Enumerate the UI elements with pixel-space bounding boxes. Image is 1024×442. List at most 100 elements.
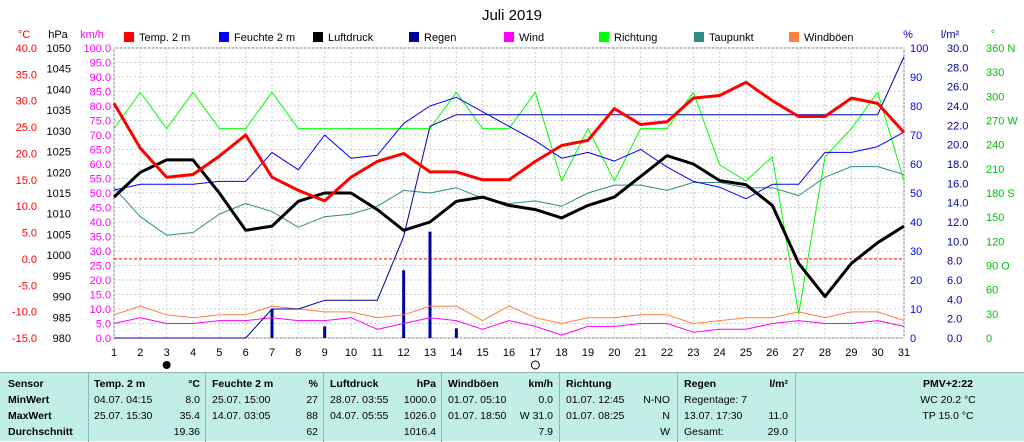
x-tick: 8 [295, 347, 301, 359]
pressure-tick: 1010 [47, 209, 71, 221]
rain-tick: 4.0 [947, 294, 962, 306]
legend-item: Regen [409, 32, 456, 44]
pmv-title: PMV+2:22 [923, 378, 973, 390]
x-tick: 2 [137, 347, 143, 359]
pressure-tick: 980 [53, 333, 71, 345]
rain-tick: 24.0 [947, 101, 968, 113]
pressure-tick: 1050 [47, 43, 71, 55]
x-tick: 16 [503, 347, 515, 359]
summary-temp-title: Temp. 2 m [94, 378, 146, 390]
weather-chart: Juli 2019 40.035.030.025.020.015.010.05.… [11, 7, 1019, 370]
summary-pmv-col: PMV+2:22 WC 20.2 °C TP 15.0 °C [880, 376, 1016, 440]
rain-total-label: Gesamt: [684, 426, 724, 438]
humidity-tick: 10 [910, 304, 922, 316]
legend-item: Windböen [789, 32, 854, 44]
direction-tick: 60 [986, 285, 998, 297]
legend-item: Luftdruck [313, 32, 374, 44]
x-tick: 15 [477, 347, 489, 359]
series-richtung [113, 91, 905, 315]
legend-label: Taupunkt [709, 32, 754, 44]
x-tick: 12 [398, 347, 410, 359]
x-tick: 26 [766, 347, 778, 359]
pressure-tick: 990 [53, 292, 71, 304]
summary-dir-col: Richtung 01.07. 12:45 N-NO 01.07. 08:25 N … [566, 376, 670, 440]
axis-unit: l/m² [941, 29, 960, 41]
dir-max-time: 01.07. 08:25 [566, 410, 625, 422]
summary-avg-label: Durchschnitt [8, 426, 73, 438]
rain-tick: 2.0 [947, 314, 962, 326]
direction-tick: 180 S [986, 188, 1015, 200]
rain-tick: 8.0 [947, 256, 962, 268]
rain-tick: 14.0 [947, 198, 968, 210]
humidity-tick: 0 [910, 333, 916, 345]
series-wind [113, 317, 905, 336]
humidity-tick: 30 [910, 246, 922, 258]
pressure-tick: 1035 [47, 105, 71, 117]
direction-tick: 90 O [986, 261, 1010, 273]
x-tick: 11 [372, 347, 383, 359]
rain-days: Regentage: 7 [684, 394, 748, 406]
humidity-tick: 40 [910, 217, 922, 229]
summary-hum-title: Feuchte 2 m [212, 378, 274, 390]
pmv-tp: TP 15.0 °C [922, 410, 974, 422]
series-regen [114, 56, 905, 339]
x-tick: 3 [164, 347, 170, 359]
full-moon-icon [162, 361, 171, 369]
temp-max: 35.4 [179, 410, 200, 422]
rain-tick: 18.0 [947, 159, 968, 171]
legend-swatch [599, 32, 609, 42]
x-tick: 1 [111, 347, 117, 359]
temp-tick: 20.0 [16, 148, 37, 160]
series-temp-2-m [112, 80, 906, 203]
temp-max-time: 25.07. 15:30 [94, 410, 153, 422]
rain-bar [454, 328, 458, 338]
wind-tick: 100.0 [83, 43, 111, 55]
summary-temp-unit: °C [188, 378, 200, 390]
temp-min: 8.0 [185, 394, 200, 406]
x-tick: 9 [322, 347, 328, 359]
x-tick: 29 [845, 347, 857, 359]
temp-tick: 25.0 [16, 122, 37, 134]
x-tick: 5 [216, 347, 222, 359]
summary-panel: Sensor MinWert MaxWert Durchschnitt Temp… [0, 372, 1024, 442]
humidity-tick: 50 [910, 188, 922, 200]
pressure-tick: 1045 [47, 64, 71, 76]
temp-tick: 10.0 [16, 201, 37, 213]
axis-unit: km/h [80, 29, 104, 41]
temp-tick: -5.0 [18, 280, 37, 292]
pressure-tick: 985 [53, 312, 71, 324]
rain-bar [428, 231, 432, 338]
direction-tick: 150 [986, 212, 1004, 224]
humidity-tick: 70 [910, 130, 922, 142]
pressure-tick: 1025 [47, 147, 71, 159]
series-windböen [113, 305, 905, 324]
wind-tick: 60.0 [90, 159, 111, 171]
axis-unit: °C [18, 29, 30, 41]
x-tick: 24 [714, 347, 726, 359]
rain-tick: 26.0 [947, 82, 968, 94]
press-max-time: 04.07. 05:55 [330, 410, 389, 422]
summary-gust-title: Windböen [448, 378, 499, 390]
summary-min-label: MinWert [8, 394, 50, 406]
pressure-tick: 1000 [47, 250, 71, 262]
wind-tick: 10.0 [90, 304, 111, 316]
legend-item: Taupunkt [694, 32, 754, 44]
axis-unit: ° [991, 29, 995, 41]
legend-swatch [219, 32, 229, 42]
temp-tick: 15.0 [16, 175, 37, 187]
pressure-tick: 1020 [47, 167, 71, 179]
legend-item: Wind [504, 32, 544, 44]
press-min-time: 28.07. 03:55 [330, 394, 389, 406]
rain-tick: 6.0 [947, 275, 962, 287]
gust-max: 31.0 [532, 410, 553, 422]
hum-max: 88 [306, 410, 318, 422]
x-tick: 19 [582, 347, 594, 359]
summary-dir-title: Richtung [566, 378, 612, 390]
summary-gust-unit: km/h [528, 378, 553, 390]
direction-tick: 210 [986, 164, 1004, 176]
humidity-tick: 90 [910, 72, 922, 84]
temp-tick: 35.0 [16, 69, 37, 81]
x-tick: 21 [635, 347, 647, 359]
new-moon-icon [530, 360, 540, 370]
dir-avg: W [660, 426, 670, 438]
